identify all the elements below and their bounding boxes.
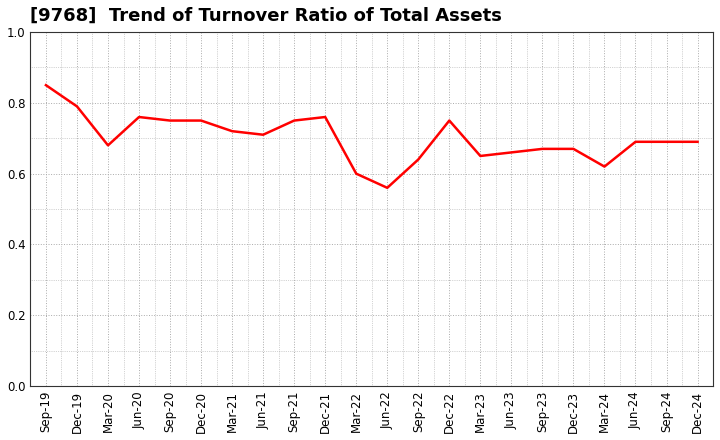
Text: [9768]  Trend of Turnover Ratio of Total Assets: [9768] Trend of Turnover Ratio of Total …: [30, 7, 503, 25]
